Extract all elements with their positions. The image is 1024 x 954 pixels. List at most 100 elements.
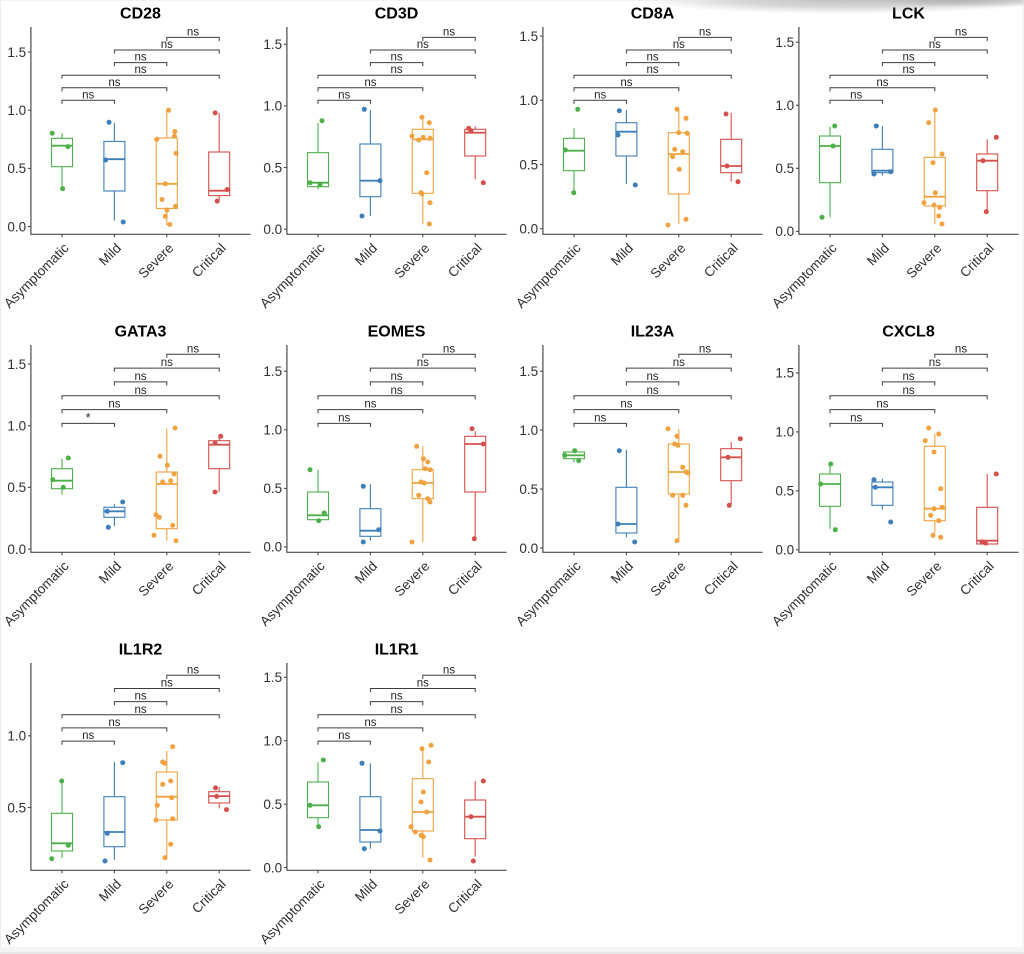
- svg-text:CXCL8: CXCL8: [882, 323, 935, 340]
- svg-text:1.5: 1.5: [263, 37, 282, 52]
- svg-text:1.5: 1.5: [775, 35, 794, 50]
- svg-text:1.5: 1.5: [7, 357, 26, 372]
- svg-text:ns: ns: [929, 39, 941, 51]
- svg-text:ns: ns: [391, 64, 403, 76]
- svg-text:ns: ns: [364, 717, 376, 729]
- svg-text:0.5: 0.5: [7, 800, 26, 815]
- svg-text:0.0: 0.0: [519, 541, 538, 556]
- svg-text:ns: ns: [417, 39, 429, 51]
- svg-text:0.0: 0.0: [7, 542, 26, 557]
- svg-text:ns: ns: [903, 385, 915, 397]
- svg-text:1.5: 1.5: [7, 45, 26, 60]
- svg-text:ns: ns: [135, 52, 147, 64]
- svg-text:ns: ns: [108, 77, 120, 89]
- svg-text:IL1R1: IL1R1: [375, 641, 419, 658]
- svg-text:1.0: 1.0: [7, 419, 26, 434]
- svg-text:ns: ns: [673, 357, 685, 369]
- svg-text:ns: ns: [108, 717, 120, 729]
- svg-text:ns: ns: [620, 77, 632, 89]
- svg-text:0.0: 0.0: [263, 540, 282, 555]
- svg-text:ns: ns: [620, 399, 632, 411]
- svg-text:ns: ns: [443, 343, 455, 355]
- svg-text:ns: ns: [338, 730, 350, 742]
- svg-text:CD3D: CD3D: [375, 5, 419, 22]
- svg-text:1.5: 1.5: [775, 366, 794, 381]
- svg-text:ns: ns: [417, 678, 429, 690]
- svg-text:ns: ns: [161, 357, 173, 369]
- svg-text:ns: ns: [955, 26, 967, 38]
- svg-text:ns: ns: [647, 64, 659, 76]
- svg-text:1.0: 1.0: [263, 99, 282, 114]
- svg-text:ns: ns: [364, 77, 376, 89]
- svg-text:GATA3: GATA3: [115, 323, 167, 340]
- svg-text:ns: ns: [903, 52, 915, 64]
- svg-text:ns: ns: [850, 412, 862, 424]
- svg-text:0.5: 0.5: [263, 160, 282, 175]
- svg-text:ns: ns: [417, 357, 429, 369]
- svg-text:ns: ns: [443, 664, 455, 676]
- svg-text:ns: ns: [364, 399, 376, 411]
- svg-text:1.0: 1.0: [519, 93, 538, 108]
- svg-text:0.0: 0.0: [775, 543, 794, 558]
- svg-text:ns: ns: [699, 26, 711, 38]
- svg-text:0.5: 0.5: [775, 484, 794, 499]
- svg-text:ns: ns: [673, 39, 685, 51]
- svg-text:ns: ns: [391, 52, 403, 64]
- svg-text:ns: ns: [903, 64, 915, 76]
- svg-text:ns: ns: [82, 89, 94, 101]
- svg-text:CD28: CD28: [120, 5, 161, 22]
- svg-text:0.5: 0.5: [775, 161, 794, 176]
- svg-text:ns: ns: [443, 26, 455, 38]
- svg-text:0.5: 0.5: [263, 797, 282, 812]
- svg-text:1.0: 1.0: [263, 423, 282, 438]
- svg-text:IL1R2: IL1R2: [119, 641, 163, 658]
- svg-text:1.5: 1.5: [263, 670, 282, 685]
- svg-text:ns: ns: [647, 52, 659, 64]
- svg-text:1.0: 1.0: [263, 734, 282, 749]
- svg-text:ns: ns: [161, 39, 173, 51]
- svg-text:ns: ns: [391, 704, 403, 716]
- svg-text:ns: ns: [135, 704, 147, 716]
- svg-text:0.0: 0.0: [263, 222, 282, 237]
- svg-text:1.0: 1.0: [7, 729, 26, 744]
- svg-text:EOMES: EOMES: [368, 323, 426, 340]
- svg-text:1.5: 1.5: [263, 364, 282, 379]
- svg-text:ns: ns: [338, 412, 350, 424]
- svg-text:ns: ns: [647, 385, 659, 397]
- svg-text:ns: ns: [187, 343, 199, 355]
- svg-text:ns: ns: [135, 691, 147, 703]
- svg-text:ns: ns: [699, 343, 711, 355]
- svg-text:IL23A: IL23A: [631, 323, 675, 340]
- svg-text:ns: ns: [850, 89, 862, 101]
- svg-text:ns: ns: [955, 343, 967, 355]
- svg-text:ns: ns: [391, 385, 403, 397]
- svg-text:ns: ns: [187, 664, 199, 676]
- svg-text:ns: ns: [929, 357, 941, 369]
- svg-text:ns: ns: [391, 691, 403, 703]
- svg-text:ns: ns: [82, 730, 94, 742]
- svg-text:0.5: 0.5: [263, 481, 282, 496]
- svg-text:0.5: 0.5: [7, 161, 26, 176]
- svg-text:0.0: 0.0: [775, 224, 794, 239]
- svg-text:0.5: 0.5: [7, 480, 26, 495]
- svg-text:ns: ns: [338, 89, 350, 101]
- svg-text:ns: ns: [161, 678, 173, 690]
- svg-text:0.5: 0.5: [519, 157, 538, 172]
- svg-text:ns: ns: [647, 371, 659, 383]
- svg-text:1.5: 1.5: [519, 29, 538, 44]
- svg-text:ns: ns: [876, 399, 888, 411]
- svg-text:0.0: 0.0: [263, 860, 282, 875]
- svg-text:ns: ns: [135, 385, 147, 397]
- svg-text:ns: ns: [594, 412, 606, 424]
- svg-text:ns: ns: [903, 371, 915, 383]
- svg-text:1.5: 1.5: [519, 364, 538, 379]
- svg-text:1.0: 1.0: [519, 423, 538, 438]
- svg-text:0.0: 0.0: [7, 219, 26, 234]
- svg-text:ns: ns: [594, 89, 606, 101]
- svg-text:ns: ns: [108, 399, 120, 411]
- svg-text:0.0: 0.0: [519, 222, 538, 237]
- svg-text:1.0: 1.0: [775, 425, 794, 440]
- svg-text:*: *: [86, 410, 91, 425]
- svg-text:ns: ns: [135, 64, 147, 76]
- svg-text:0.5: 0.5: [519, 482, 538, 497]
